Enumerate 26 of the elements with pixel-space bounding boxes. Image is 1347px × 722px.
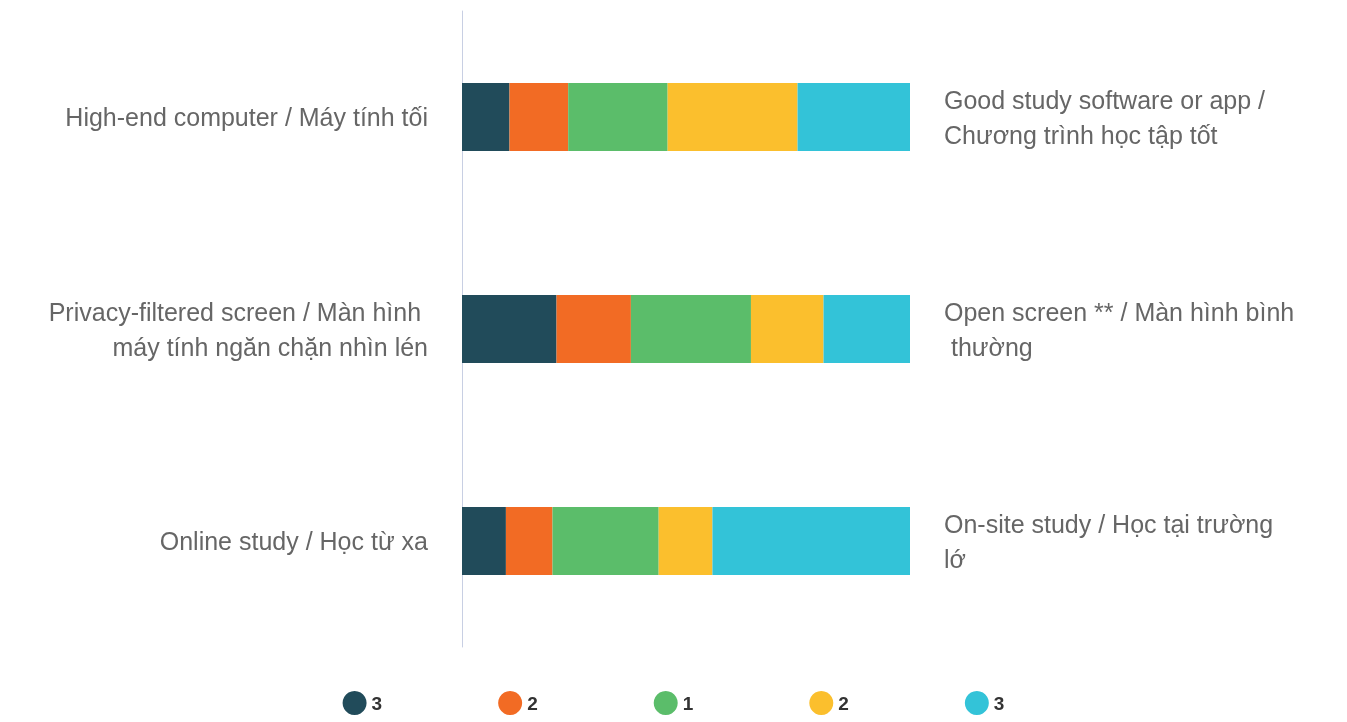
y-tick-label: Privacy-filtered screen / Màn hình máy tính ngăn chặn nhìn lén [48,297,428,361]
y-tick-label: High-end computer / Máy tính tối [65,103,428,131]
y2-tick-label: Good study software or app / Chương trình học tập tốt [944,85,1272,149]
y2-tick-label: On-site study / Học tại trường lớ [944,509,1281,573]
bar [750,295,824,363]
bar [823,295,910,363]
bar [462,295,557,363]
bar [462,507,506,575]
legend-label: 2 [527,692,538,714]
legend-label: 1 [682,692,694,714]
legend-label: 3 [371,692,383,714]
bar [712,507,910,575]
y-tick-label: Online study / Học từ xa [159,527,429,555]
legend-label: 2 [838,692,849,714]
bar [509,83,569,151]
bar [667,83,798,151]
y2-tick-label: Open screen ** / Màn hình bình thường [944,297,1295,361]
bar [568,83,668,151]
bar [556,295,631,363]
bar [552,507,659,575]
bar [505,507,553,575]
bar [658,507,713,575]
legend-label: 3 [993,692,1005,714]
bar [462,83,510,151]
bar [797,83,910,151]
bar [630,295,751,363]
